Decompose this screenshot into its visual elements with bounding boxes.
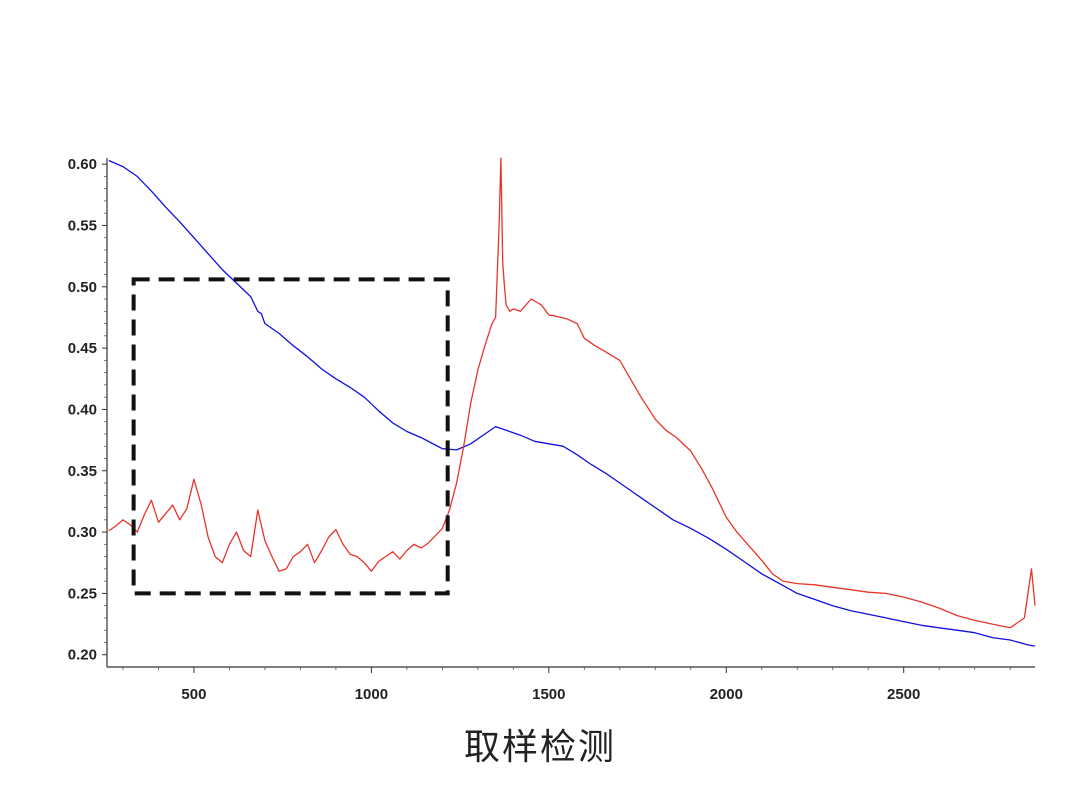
y-tick-label: 0.40 <box>68 401 97 418</box>
x-tick-label: 1000 <box>355 686 388 703</box>
x-tick-label: 2500 <box>887 686 920 703</box>
chart-axes <box>106 158 1035 668</box>
x-tick-label: 1500 <box>532 686 565 703</box>
chart-caption: 取样检测 <box>463 727 616 768</box>
y-tick-label: 0.25 <box>68 585 97 602</box>
y-tick-label: 0.55 <box>68 217 97 234</box>
x-axis-ticks: 500 1000 1500 2000 2500 <box>122 667 1011 703</box>
dashed-highlight-box <box>131 277 450 596</box>
y-axis-ticks: 0.20 0.25 0.30 0.35 0.40 0.45 0.50 0.55 0.60 <box>68 156 107 664</box>
y-tick-label: 0.20 <box>68 647 97 664</box>
series-layer <box>108 157 1036 647</box>
y-tick-label: 0.35 <box>68 463 97 480</box>
y-tick-label: 0.30 <box>68 524 97 541</box>
series-line-1 <box>108 159 1036 647</box>
x-tick-label: 2000 <box>710 686 743 703</box>
y-tick-label: 0.60 <box>68 156 97 173</box>
x-tick-label: 500 <box>181 686 206 703</box>
y-tick-label: 0.45 <box>68 340 97 357</box>
annotation-layer <box>131 277 450 596</box>
y-tick-label: 0.50 <box>68 279 97 296</box>
series-line-2 <box>108 157 1036 629</box>
